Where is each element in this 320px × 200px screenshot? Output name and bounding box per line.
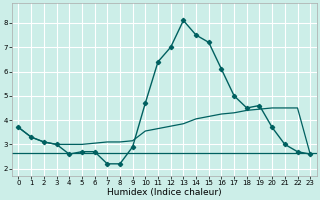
- X-axis label: Humidex (Indice chaleur): Humidex (Indice chaleur): [107, 188, 222, 197]
